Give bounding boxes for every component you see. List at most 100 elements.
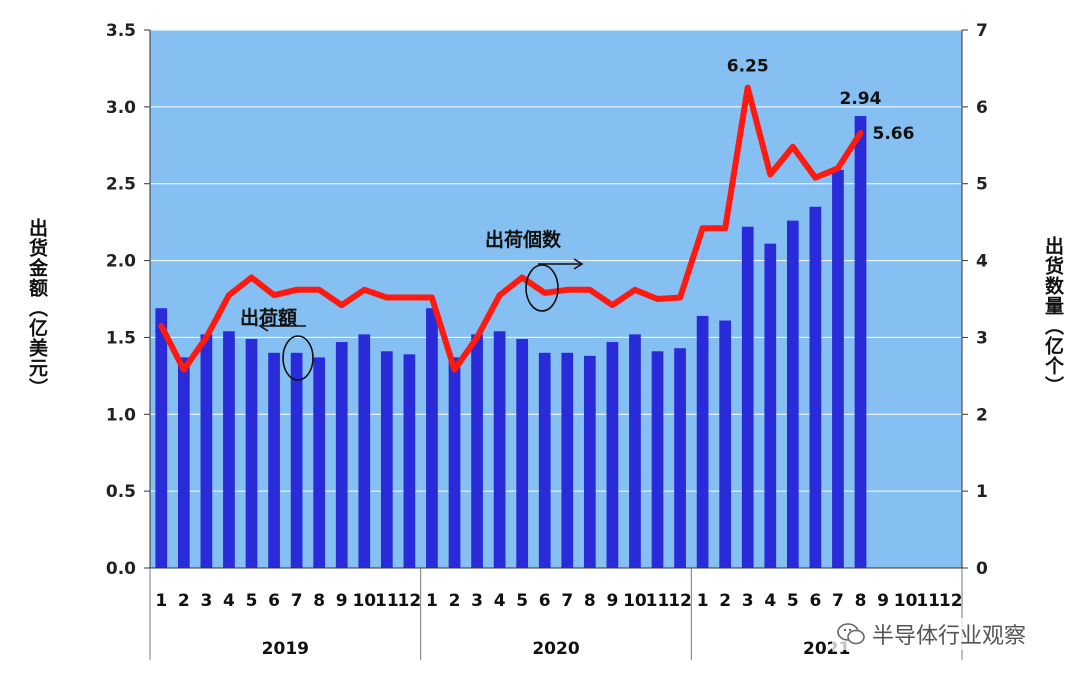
x-tick-label: 3 (471, 591, 483, 611)
right-tick-label: 1 (976, 482, 988, 502)
annotations: 出荷額 出荷個数 (240, 228, 584, 381)
bar (764, 243, 777, 569)
annotation-amount-circle (282, 335, 314, 381)
x-tick-label: 7 (561, 591, 573, 611)
x-tick-label: 10 (623, 591, 647, 611)
right-tick-label: 6 (976, 98, 988, 118)
bar (200, 334, 213, 568)
bar-series (155, 116, 867, 569)
x-tick-label: 1 (426, 591, 438, 611)
right-tick-label: 2 (976, 405, 988, 425)
left-tick-label: 1.5 (106, 328, 136, 348)
bar (358, 334, 371, 568)
bar (380, 351, 393, 568)
bar (854, 116, 867, 568)
bar (403, 354, 416, 568)
bar (155, 308, 168, 568)
x-tick-label: 8 (313, 591, 325, 611)
watermark-text: 半导体行业观察 (872, 624, 1027, 649)
left-tick-label: 3.0 (106, 98, 136, 118)
bar (245, 338, 258, 568)
annotation-amount-arrowhead (258, 320, 269, 332)
bar (290, 352, 303, 568)
bar (809, 206, 822, 568)
annotation-amount: 出荷額 (240, 306, 297, 329)
bar (832, 169, 844, 568)
left-axis-label: 出货金额（亿美元） (26, 218, 48, 398)
bar (719, 320, 732, 568)
year-label: 2019 (262, 639, 309, 659)
left-tick-label: 1.0 (106, 405, 136, 425)
wechat-icon (837, 623, 865, 645)
x-tick-label: 6 (809, 591, 821, 611)
watermark: 半导体行业观察 (832, 618, 1031, 650)
x-tick-label: 12 (939, 591, 963, 611)
bar (313, 357, 326, 568)
bar (493, 331, 506, 568)
x-tick-label: 12 (668, 591, 692, 611)
bar (583, 355, 596, 568)
bar (538, 352, 551, 568)
x-tick-label: 10 (894, 591, 918, 611)
x-tick-label: 3 (200, 591, 212, 611)
annotation-count-arrowhead (573, 258, 584, 270)
x-tick-label: 5 (787, 591, 799, 611)
right-tick-label: 0 (976, 559, 988, 579)
bar (471, 334, 483, 568)
right-tick-label: 5 (976, 175, 988, 195)
bar (561, 352, 574, 568)
bar (516, 338, 529, 568)
x-tick-label: 2 (719, 591, 731, 611)
x-tick-label: 8 (855, 591, 867, 611)
year-label: 2020 (532, 639, 579, 659)
bar (606, 342, 619, 568)
x-tick-label: 4 (494, 591, 506, 611)
gridlines (150, 29, 962, 492)
annotation-count: 出荷個数 (485, 228, 562, 251)
x-tick-label: 9 (877, 591, 889, 611)
data-labels: 6.25 2.94 5.66 (727, 57, 915, 144)
x-tick-label: 5 (516, 591, 528, 611)
data-label: 2.94 (840, 89, 882, 109)
x-tick-label: 2 (449, 591, 461, 611)
x-tick-label: 12 (398, 591, 422, 611)
x-tick-label: 5 (246, 591, 258, 611)
bar (335, 342, 348, 568)
x-tick-label: 11 (375, 591, 399, 611)
right-tick-label: 7 (976, 21, 988, 41)
right-tick-label: 4 (976, 252, 988, 272)
x-tick-label: 6 (539, 591, 551, 611)
line-series (158, 84, 864, 373)
x-tick-label: 1 (697, 591, 709, 611)
left-tick-label: 2.0 (106, 252, 136, 272)
x-tick-label: 4 (764, 591, 776, 611)
bar (674, 348, 686, 568)
bar (448, 357, 461, 568)
x-tick-label: 11 (646, 591, 670, 611)
bar (223, 331, 235, 568)
bar (426, 308, 438, 568)
data-label: 6.25 (727, 57, 769, 77)
bar (741, 226, 754, 569)
x-tick-label: 7 (832, 591, 844, 611)
x-tick-label: 1 (155, 591, 167, 611)
left-tick-label: 0.5 (106, 482, 136, 502)
x-tick-label: 7 (291, 591, 303, 611)
x-tick-label: 10 (352, 591, 376, 611)
data-label: 5.66 (873, 124, 915, 144)
x-tick-label: 9 (606, 591, 618, 611)
annotation-count-circle (525, 264, 559, 312)
x-tick-label: 9 (336, 591, 348, 611)
x-tick-label: 11 (916, 591, 940, 611)
line-path (158, 84, 864, 373)
x-tick-label: 8 (584, 591, 596, 611)
x-tick-label: 6 (268, 591, 280, 611)
left-tick-label: 3.5 (106, 21, 136, 41)
bar (629, 334, 641, 568)
x-tick-label: 4 (223, 591, 235, 611)
right-tick-label: 3 (976, 328, 988, 348)
bar (696, 315, 709, 568)
bar (786, 220, 799, 568)
